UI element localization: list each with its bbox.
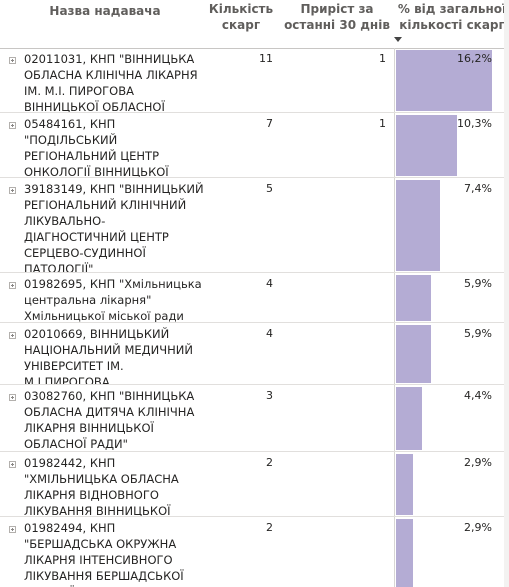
column-header-name[interactable]: Назва надавача [49, 4, 161, 18]
table-row: 05484161, КНП "ПОДІЛЬСЬКИЙ РЕГІОНАЛЬНИЙ … [0, 113, 509, 178]
expand-icon[interactable] [9, 187, 16, 194]
growth-30-days: 1 [379, 117, 386, 130]
scrollbar-track[interactable] [504, 0, 509, 587]
complaint-count: 4 [266, 327, 273, 340]
complaint-count: 4 [266, 277, 273, 290]
percent-bar [396, 180, 440, 271]
percent-bar [396, 454, 413, 515]
complaint-count: 7 [266, 117, 273, 130]
column-divider [394, 48, 395, 587]
expand-icon[interactable] [9, 461, 16, 468]
percent-bar [396, 275, 431, 321]
growth-30-days: 1 [379, 52, 386, 65]
percent-value: 16,2% [457, 52, 492, 65]
column-header-count[interactable]: Кількість скарг [208, 2, 274, 32]
complaint-count: 2 [266, 521, 273, 534]
provider-name: 01982494, КНП "БЕРШАДСЬКА ОКРУЖНА ЛІКАРН… [24, 521, 184, 587]
percent-value: 7,4% [464, 182, 492, 195]
percent-value: 4,4% [464, 389, 492, 402]
percent-bar [396, 519, 413, 587]
expand-icon[interactable] [9, 57, 16, 64]
provider-name: 05484161, КНП "ПОДІЛЬСЬКИЙ РЕГІОНАЛЬНИЙ … [24, 117, 169, 178]
percent-value: 5,9% [464, 327, 492, 340]
expand-icon[interactable] [9, 282, 16, 289]
table-row: 01982442, КНП "ХМІЛЬНИЦЬКА ОБЛАСНА ЛІКАР… [0, 452, 509, 517]
provider-name: 03082760, КНП "ВІННИЦЬКА ОБЛАСНА ДИТЯЧА … [24, 389, 195, 451]
table-row: 02010669, ВІННИЦЬКИЙ НАЦІОНАЛЬНИЙ МЕДИЧН… [0, 323, 509, 385]
expand-icon[interactable] [9, 332, 16, 339]
expand-icon[interactable] [9, 394, 16, 401]
sort-descending-icon[interactable] [394, 37, 402, 42]
provider-name: 01982442, КНП "ХМІЛЬНИЦЬКА ОБЛАСНА ЛІКАР… [24, 456, 179, 517]
provider-name: 39183149, КНП "ВІННИЦЬКИЙ РЕГІОНАЛЬНИЙ К… [24, 182, 204, 273]
column-header-percent[interactable]: % від загальної кількості скарг [397, 2, 507, 32]
percent-value: 2,9% [464, 521, 492, 534]
expand-icon[interactable] [9, 526, 16, 533]
complaint-count: 11 [259, 52, 273, 65]
percent-bar [396, 50, 492, 111]
expand-icon[interactable] [9, 122, 16, 129]
table-row: 02011031, КНП "ВІННИЦЬКА ОБЛАСНА КЛІНІЧН… [0, 48, 509, 113]
table-row: 01982695, КНП "Хмільницька центральна лі… [0, 273, 509, 323]
percent-bar [396, 115, 457, 176]
provider-name: 02011031, КНП "ВІННИЦЬКА ОБЛАСНА КЛІНІЧН… [24, 52, 198, 113]
complaint-count: 5 [266, 182, 273, 195]
percent-value: 5,9% [464, 277, 492, 290]
table-row: 39183149, КНП "ВІННИЦЬКИЙ РЕГІОНАЛЬНИЙ К… [0, 178, 509, 273]
percent-bar [396, 325, 431, 383]
percent-bar [396, 387, 422, 450]
table-row: 03082760, КНП "ВІННИЦЬКА ОБЛАСНА ДИТЯЧА … [0, 385, 509, 452]
complaint-count: 3 [266, 389, 273, 402]
complaint-count: 2 [266, 456, 273, 469]
column-header-growth[interactable]: Приріст за останні 30 днів [284, 2, 390, 32]
table-row: 01982494, КНП "БЕРШАДСЬКА ОКРУЖНА ЛІКАРН… [0, 517, 509, 587]
percent-value: 2,9% [464, 456, 492, 469]
provider-name: 02010669, ВІННИЦЬКИЙ НАЦІОНАЛЬНИЙ МЕДИЧН… [24, 327, 193, 385]
percent-value: 10,3% [457, 117, 492, 130]
table-header: Назва надавача Кількість скарг Приріст з… [0, 0, 509, 49]
provider-name: 01982695, КНП "Хмільницька центральна лі… [24, 277, 202, 323]
